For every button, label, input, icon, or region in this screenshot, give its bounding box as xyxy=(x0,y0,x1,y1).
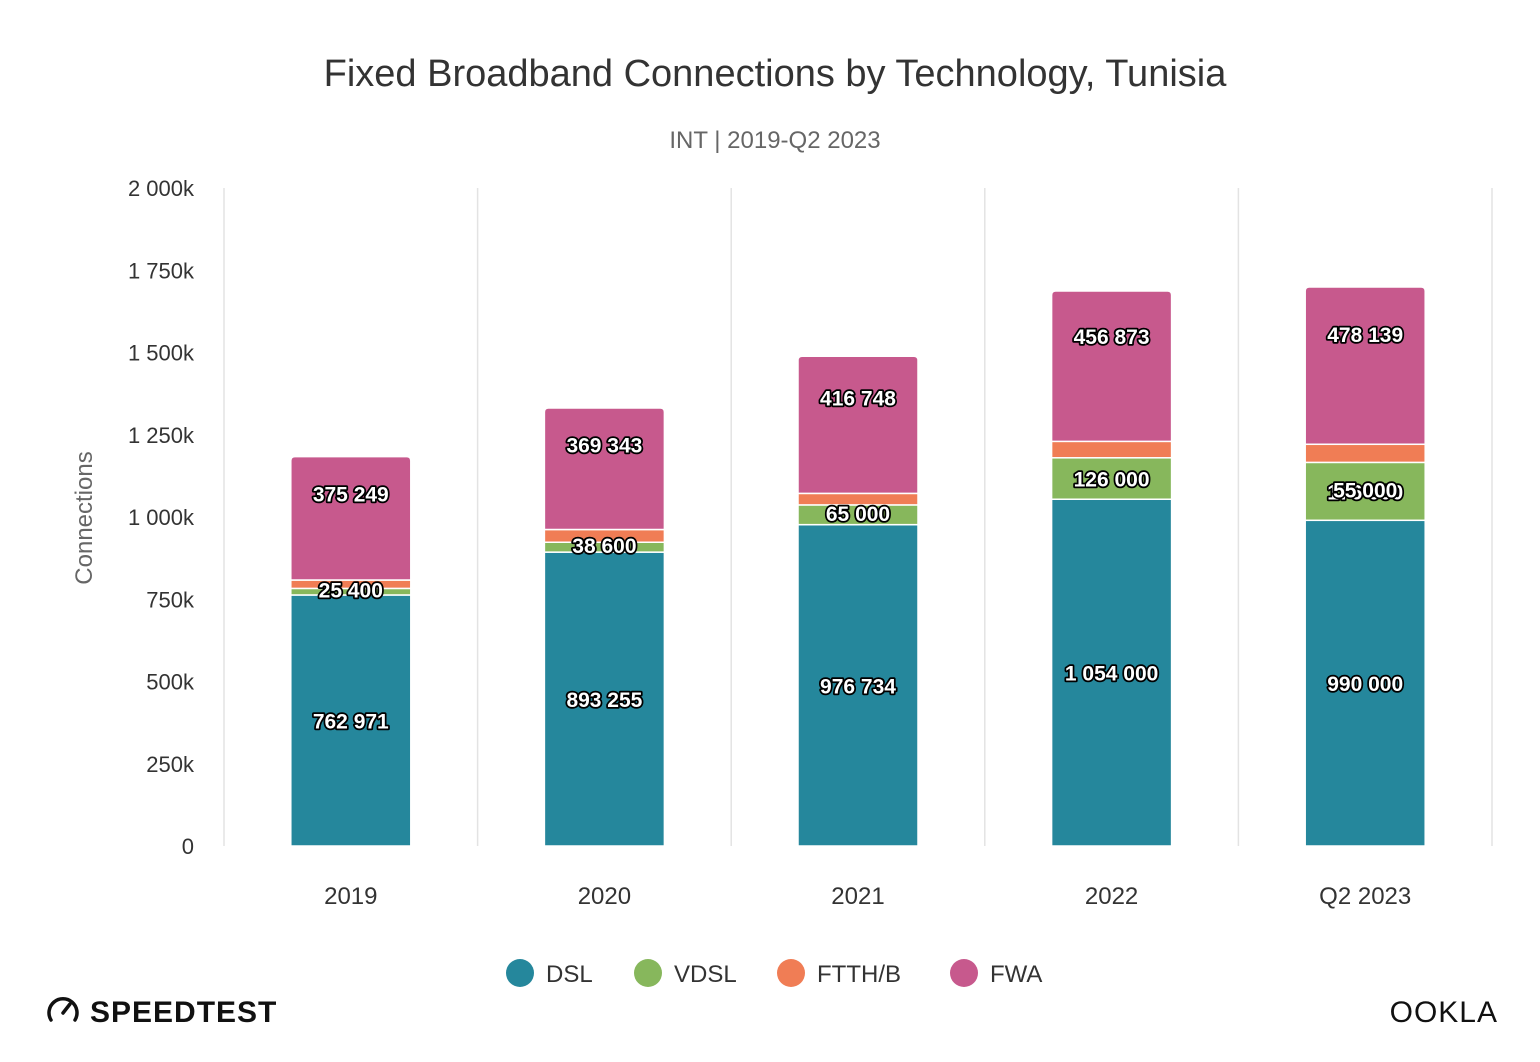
y-tick-label: 1 000k xyxy=(128,505,195,530)
legend: DSL VDSL FTTH/B FWA xyxy=(506,959,1042,988)
data-label: 375 249 xyxy=(313,484,389,507)
x-tick-label: 2021 xyxy=(831,883,884,910)
y-tick-label: 1 750k xyxy=(128,258,195,283)
chart-subtitle: INT | 2019-Q2 2023 xyxy=(669,127,880,154)
data-label: 1 054 000 xyxy=(1065,663,1158,686)
data-label: 456 873 xyxy=(1074,326,1150,349)
legend-swatch xyxy=(777,959,805,987)
legend-swatch xyxy=(950,959,978,987)
bar-segment-fwa xyxy=(1304,286,1426,446)
bars xyxy=(290,286,1426,847)
bar-segment-fwa xyxy=(797,355,919,495)
data-label: 416 748 xyxy=(820,387,896,410)
legend-label: FWA xyxy=(990,961,1042,988)
x-tick-label: Q2 2023 xyxy=(1319,883,1411,910)
data-label: 25 400 xyxy=(319,580,383,603)
bar-segment-dsl xyxy=(1050,498,1173,847)
bar-segment-vdsl xyxy=(1304,461,1426,522)
bar-segment-fwa xyxy=(1050,290,1173,443)
chart-title: Fixed Broadband Connections by Technolog… xyxy=(324,53,1228,95)
legend-item-vdsl: VDSL xyxy=(634,959,737,988)
data-label: 126 000 xyxy=(1074,469,1150,492)
x-tick-label: 2022 xyxy=(1085,883,1138,910)
y-axis-ticks: 0 250k 500k 750k 1 000k 1 250k 1 500k 1 750k 2 0… xyxy=(128,176,195,859)
ookla-wordmark: OOKLA xyxy=(1390,996,1498,1029)
y-tick-label: 250k xyxy=(146,752,195,777)
data-label: 65 000 xyxy=(826,503,890,526)
legend-label: FTTH/B xyxy=(817,961,901,988)
data-label: 893 255 xyxy=(566,689,642,712)
y-tick-label: 500k xyxy=(146,670,195,695)
bar-segment-ftth-b xyxy=(1304,443,1426,464)
y-axis-label: Connections xyxy=(71,451,98,584)
bar-segment-fwa xyxy=(543,407,666,531)
data-label: 55 000 xyxy=(1333,479,1397,502)
speedtest-wordmark: SPEEDTEST xyxy=(90,996,277,1029)
speedtest-logo: SPEEDTEST xyxy=(47,996,277,1029)
bar-segment-dsl xyxy=(290,594,412,847)
legend-label: DSL xyxy=(546,961,593,988)
data-label: 976 734 xyxy=(820,675,896,698)
data-label: 176 000 xyxy=(1327,481,1403,504)
legend-swatch xyxy=(634,959,662,987)
bar-segment-ftth-b xyxy=(1050,440,1173,459)
x-axis-ticks: 2019 2020 2021 2022 Q2 2023 xyxy=(324,883,1411,910)
data-label: 38 600 xyxy=(572,535,636,558)
data-label: 478 139 xyxy=(1327,324,1403,347)
bar-segment-dsl xyxy=(1304,519,1426,847)
data-label: 369 343 xyxy=(566,434,642,457)
data-label: 762 971 xyxy=(313,710,389,733)
y-tick-label: 1 500k xyxy=(128,341,195,366)
y-tick-label: 0 xyxy=(182,834,194,859)
grid-lines xyxy=(223,188,1493,846)
bar-segment-dsl xyxy=(797,523,919,847)
bar-segment-fwa xyxy=(290,455,412,581)
bar-segment-vdsl xyxy=(1050,457,1173,500)
legend-item-fwa: FWA xyxy=(950,959,1042,988)
x-tick-label: 2020 xyxy=(578,883,631,910)
data-labels: 762 971 25 400 375 249 893 255 38 600 369 343… xyxy=(311,322,1405,735)
y-tick-label: 2 000k xyxy=(128,176,195,201)
legend-item-dsl: DSL xyxy=(506,959,593,988)
y-tick-label: 1 250k xyxy=(128,423,195,448)
legend-label: VDSL xyxy=(674,961,737,988)
speedometer-icon xyxy=(47,997,79,1022)
x-tick-label: 2019 xyxy=(324,883,377,910)
y-tick-label: 750k xyxy=(146,587,195,612)
legend-swatch xyxy=(506,959,534,987)
data-label: 990 000 xyxy=(1327,673,1403,696)
legend-item-ftth-b: FTTH/B xyxy=(777,959,901,988)
